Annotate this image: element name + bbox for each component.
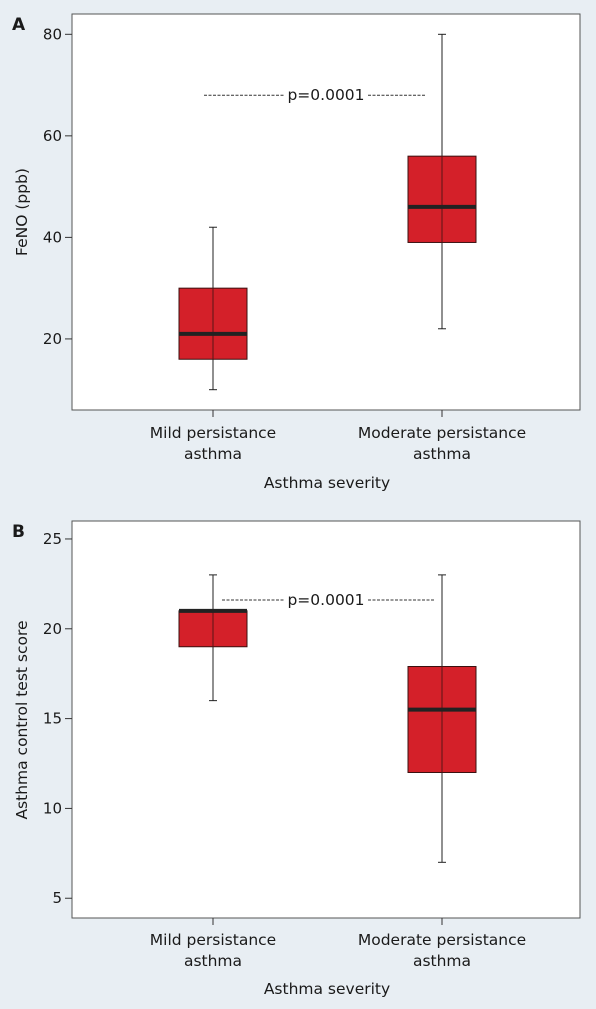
y-tick-label-a: 60 [43,127,62,145]
boxes-b [178,574,477,863]
boxes-a [178,33,477,391]
category-label-mild-line1-b: Mild persistance [150,931,276,949]
category-label-moderate-line2-a: asthma [413,445,471,463]
category-label-mild-line1-a: Mild persistance [150,424,276,442]
y-axis-title-a: FeNO (ppb) [13,168,31,256]
y-tick-label-b: 15 [43,710,62,728]
category-label-mild-line2-a: asthma [184,445,242,463]
category-label-moderate-line2-b: asthma [413,952,471,970]
y-tick-label-b: 5 [52,889,62,907]
panel-b: B 5 10 15 20 25 p=0.0001 Asthma control test… [12,520,581,998]
y-tick-label-b: 25 [43,530,62,548]
y-tick-label-a: 20 [43,330,62,348]
category-label-moderate-line1-a: Moderate persistance [358,424,526,442]
y-tick-label-a: 80 [43,25,62,43]
y-axis-title-b: Asthma control test score [13,620,31,819]
p-value-annotation-b: p=0.0001 [222,591,435,609]
y-tick-label-a: 40 [43,228,62,246]
y-ticks-b: 5 10 15 20 25 [43,530,443,925]
panel-a: A 20 40 60 80 p=0.0001 FeNO (ppb) Mild pers… [12,13,581,492]
x-axis-title-b: Asthma severity [264,980,390,998]
y-tick-label-b: 10 [43,799,62,817]
p-value-label-a: p=0.0001 [287,86,364,104]
panel-letter-b: B [12,522,25,542]
p-value-label-b: p=0.0001 [287,591,364,609]
panel-letter-a: A [12,15,26,35]
plot-area-b [71,520,581,919]
y-tick-label-b: 20 [43,620,62,638]
category-label-moderate-line1-b: Moderate persistance [358,931,526,949]
p-value-annotation-a: p=0.0001 [204,86,426,104]
y-ticks-a: 20 40 60 80 [43,25,443,417]
plot-area-a [71,13,581,411]
x-axis-title-a: Asthma severity [264,474,390,492]
category-label-mild-line2-b: asthma [184,952,242,970]
